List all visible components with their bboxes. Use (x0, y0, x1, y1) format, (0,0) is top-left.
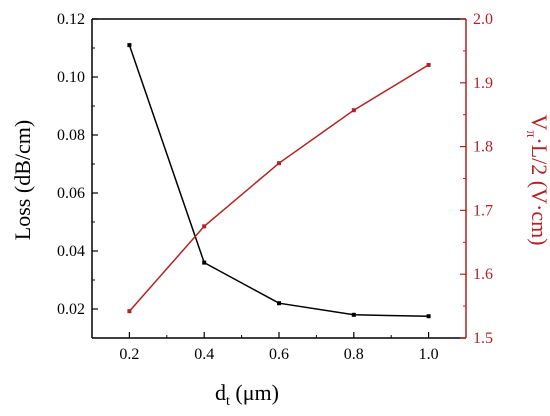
right-tick-label: 1.9 (473, 75, 493, 92)
data-point-right (351, 108, 356, 113)
x-axis-title-sub: t (226, 394, 230, 409)
series-line-left (128, 44, 429, 318)
data-point-left (202, 260, 207, 265)
data-point-right (202, 224, 207, 229)
left-tick-label: 0.08 (57, 127, 85, 144)
series-line-right (128, 64, 429, 312)
right-axis-title-main: V (527, 114, 550, 130)
data-point-right (277, 161, 281, 166)
data-point-left (127, 43, 132, 48)
right-tick-label: 2.0 (473, 11, 493, 28)
data-point-left (351, 312, 356, 317)
right-tick-label: 1.8 (473, 139, 493, 156)
plot-layer: 0.2 0.4 0.6 0.8 1.0 0.02 0.04 0.06 0.08 0.10 0.12 1… (57, 11, 493, 363)
x-axis-title: dt (μm) (215, 380, 279, 409)
left-tick-label: 0.10 (57, 69, 85, 86)
right-tick-label: 1.7 (473, 202, 493, 219)
data-point-left (277, 301, 281, 306)
x-tick-label: 0.2 (119, 346, 139, 363)
x-tick-label: 0.6 (269, 346, 289, 363)
data-point-left (426, 314, 431, 319)
right-axis-title-sub: π (523, 130, 538, 137)
x-axis-title-rest: (μm) (230, 380, 279, 405)
right-tick-label: 1.5 (473, 330, 493, 347)
right-axis-title: Vπ·L/2 (V·cm) (523, 114, 550, 245)
x-tick-label: 0.8 (344, 346, 364, 363)
left-tick-label: 0.04 (57, 243, 85, 260)
right-axis-title-rest: ·L/2 (V·cm) (527, 137, 550, 245)
right-tick-label: 1.6 (473, 266, 493, 283)
left-tick-label: 0.06 (57, 185, 85, 202)
data-point-right (426, 62, 431, 67)
left-axis-title: Loss (dB/cm) (10, 120, 35, 240)
data-point-right (127, 309, 132, 314)
x-tick-label: 0.4 (194, 346, 214, 363)
left-tick-label: 0.12 (57, 11, 85, 28)
x-tick-label: 1.0 (419, 346, 439, 363)
x-axis-title-main: d (215, 380, 226, 405)
left-tick-label: 0.02 (57, 301, 85, 318)
